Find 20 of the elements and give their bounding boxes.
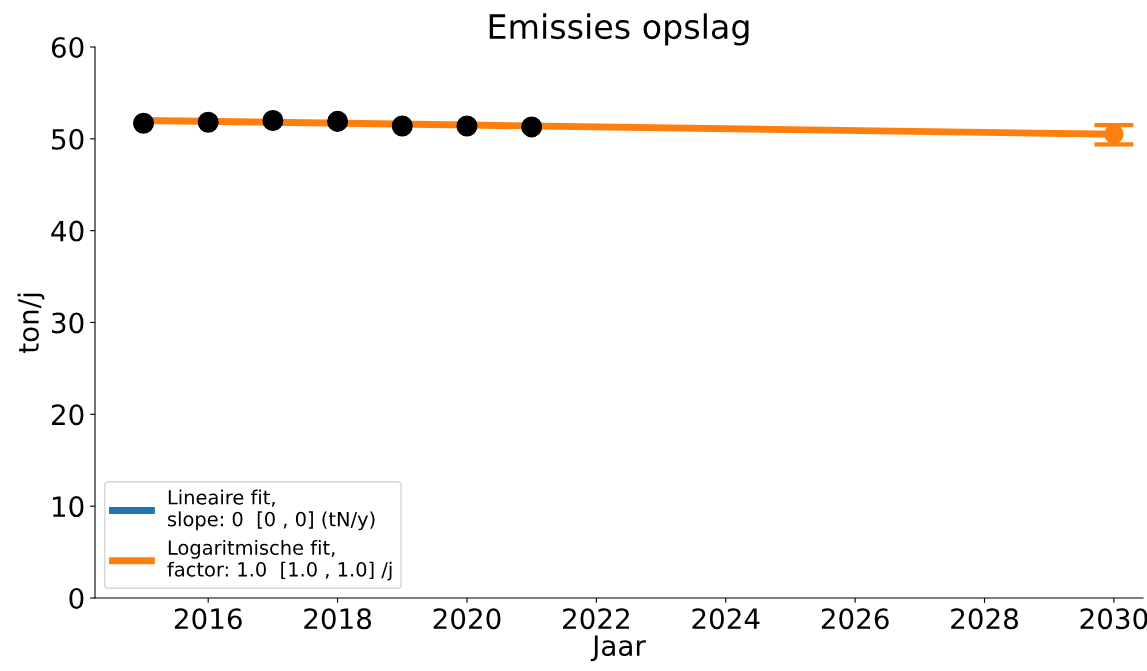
y-tick-label: 30 <box>52 312 84 334</box>
y-tick-label: 60 <box>51 36 84 58</box>
y-tick-label: 20 <box>51 404 84 426</box>
x-tick-label: 2022 <box>563 608 629 630</box>
legend-label: Lineaire fit, slope: 0 [0 , 0] (tN/y) <box>168 489 375 531</box>
x-tick-label: 2018 <box>304 608 372 630</box>
x-tick-label: 2016 <box>174 608 242 630</box>
x-tick-label: 2024 <box>692 608 760 630</box>
legend-label: Logaritmische fit, factor: 1.0 [1.0 , 1.0] /j <box>167 539 392 581</box>
x-tick-label: 2020 <box>433 608 501 630</box>
y-tick-label: 40 <box>51 220 84 242</box>
y-tick-label: 0 <box>69 587 84 609</box>
y-tick-label: 10 <box>52 496 84 518</box>
x-tick-label: 2026 <box>821 608 889 630</box>
x-tick-label: 2030 <box>1080 608 1147 630</box>
chart-title: Emissies opslag <box>489 13 749 46</box>
y-axis-title: ton/j <box>17 293 45 354</box>
x-axis-title: Jaar <box>590 635 646 662</box>
y-tick-label: 50 <box>52 128 84 150</box>
x-tick-label: 2028 <box>951 608 1018 630</box>
